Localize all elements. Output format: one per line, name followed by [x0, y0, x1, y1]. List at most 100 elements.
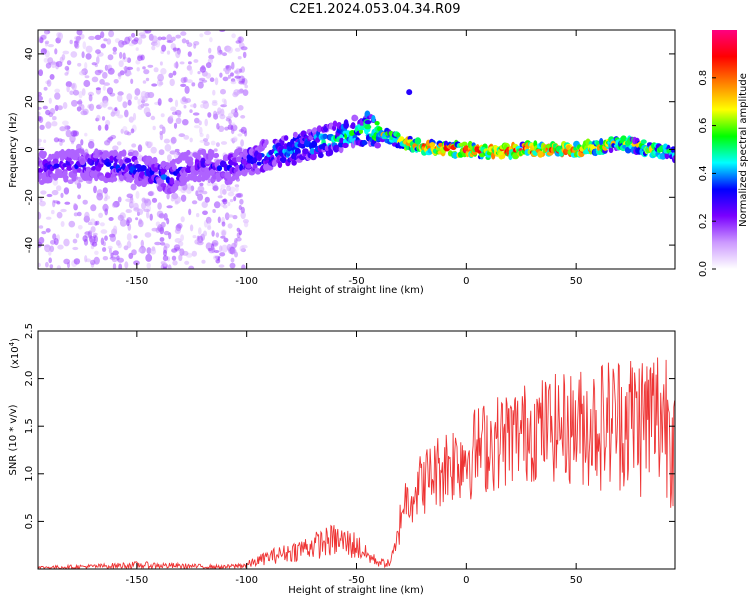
heatmap-cell — [324, 145, 330, 152]
heatmap-speckle — [133, 260, 140, 266]
heatmap-speckle — [75, 233, 80, 239]
heatmap-speckle — [135, 47, 139, 51]
heatmap-speckle — [60, 139, 65, 143]
heatmap-speckle — [124, 36, 131, 45]
heatmap-speckle — [234, 251, 238, 258]
heatmap-speckle — [111, 202, 117, 208]
heatmap-speckle — [124, 261, 129, 269]
heatmap-speckle — [221, 244, 229, 253]
heatmap-speckle — [189, 266, 193, 269]
heatmap-speckle — [77, 194, 81, 200]
heatmap-speckle — [38, 106, 42, 110]
heatmap-speckle — [166, 40, 174, 44]
heatmap-speckle — [173, 244, 181, 251]
heatmap-speckle — [145, 141, 149, 146]
heatmap-speckle — [96, 114, 101, 121]
heatmap-speckle — [54, 92, 61, 100]
heatmap-speckle — [209, 37, 213, 43]
heatmap-cell — [361, 139, 367, 146]
heatmap-speckle — [60, 208, 67, 213]
heatmap-speckle — [201, 201, 208, 209]
heatmap-speckle — [104, 124, 109, 131]
heatmap-speckle — [159, 132, 164, 141]
heatmap-speckle — [98, 212, 103, 218]
heatmap-speckle — [81, 88, 86, 96]
heatmap-speckle — [131, 32, 136, 38]
heatmap-speckle — [82, 41, 87, 50]
heatmap-cell — [87, 157, 93, 165]
heatmap-speckle — [157, 202, 162, 210]
heatmap-cell — [109, 155, 115, 162]
heatmap-speckle — [232, 136, 238, 142]
heatmap-speckle — [201, 100, 208, 104]
heatmap-speckle — [180, 194, 187, 202]
heatmap-speckle — [78, 90, 83, 99]
heatmap-speckle — [90, 226, 96, 233]
heatmap-speckle — [159, 213, 165, 219]
heatmap-speckle — [204, 196, 210, 203]
heatmap-speckle — [143, 208, 151, 212]
heatmap-cell — [364, 120, 372, 125]
heatmap-speckle — [119, 219, 127, 227]
heatmap-speckle — [142, 80, 147, 84]
heatmap-speckle — [181, 38, 187, 44]
heatmap-speckle — [164, 144, 172, 152]
heatmap-speckle — [193, 59, 199, 63]
heatmap-cell — [172, 164, 177, 171]
heatmap-speckle — [214, 77, 219, 86]
heatmap-cell — [69, 160, 74, 165]
heatmap-speckle — [137, 55, 143, 61]
heatmap-speckle — [163, 230, 170, 236]
heatmap-cell — [350, 122, 356, 130]
heatmap-speckle — [191, 200, 198, 205]
heatmap-speckle — [135, 190, 140, 199]
heatmap-speckle — [240, 46, 248, 51]
heatmap-speckle — [108, 136, 114, 141]
heatmap-speckle — [63, 258, 71, 265]
heatmap-speckle — [230, 72, 234, 77]
heatmap-speckle — [80, 139, 84, 146]
heatmap-speckle — [38, 211, 42, 220]
heatmap-speckle — [85, 53, 92, 60]
heatmap-x-tick-label: 0 — [463, 276, 469, 287]
heatmap-speckle — [166, 218, 170, 225]
heatmap-speckle — [221, 98, 226, 103]
heatmap-cell — [620, 135, 627, 143]
heatmap-speckle — [235, 186, 239, 192]
heatmap-speckle — [198, 120, 202, 126]
heatmap-speckle — [92, 232, 98, 236]
heatmap-speckle — [172, 260, 178, 266]
heatmap-speckle — [160, 68, 167, 75]
heatmap-speckle — [93, 256, 100, 265]
heatmap-speckle — [151, 83, 158, 87]
heatmap-speckle — [60, 221, 65, 227]
heatmap-cell — [438, 142, 444, 148]
heatmap-speckle — [136, 67, 140, 72]
heatmap-speckle — [99, 102, 105, 108]
heatmap-speckle — [168, 72, 174, 78]
heatmap-x-tick-label: -100 — [235, 276, 258, 287]
heatmap-speckle — [170, 196, 175, 202]
heatmap-cell — [59, 155, 65, 162]
heatmap-speckle — [196, 213, 200, 218]
heatmap-speckle — [197, 81, 204, 89]
heatmap-speckle — [46, 193, 53, 198]
heatmap-speckle — [143, 69, 150, 75]
heatmap-cell — [342, 142, 349, 149]
heatmap-speckle — [137, 98, 141, 106]
heatmap-speckle — [202, 210, 208, 216]
heatmap-speckle — [109, 234, 116, 242]
heatmap-speckle — [147, 191, 154, 196]
snr-x-tick-label: 50 — [570, 575, 583, 586]
heatmap-speckle — [65, 81, 73, 88]
heatmap-speckle — [155, 221, 161, 227]
heatmap-cell — [245, 163, 252, 169]
heatmap-speckle — [143, 103, 150, 107]
heatmap-speckle — [146, 210, 150, 219]
heatmap-speckle — [141, 197, 146, 203]
heatmap-speckle — [195, 190, 199, 197]
heatmap-speckle — [180, 83, 187, 87]
colorbar-ticks: 0.0 0.2 0.4 0.6 0.8 — [698, 70, 716, 277]
heatmap-speckle — [217, 216, 221, 224]
heatmap-cell — [264, 139, 269, 146]
